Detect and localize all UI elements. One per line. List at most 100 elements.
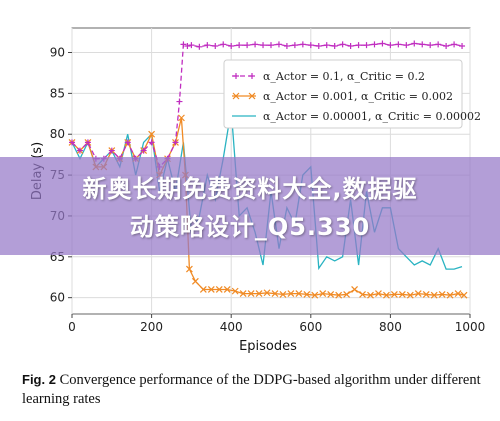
plus-marker	[76, 147, 83, 154]
x-tick-label: 400	[220, 320, 243, 334]
plus-marker	[275, 41, 282, 48]
plus-marker	[371, 41, 378, 48]
caption-label: Fig. 2	[22, 372, 56, 387]
x-marker	[382, 291, 390, 299]
plus-marker	[196, 43, 203, 50]
watermark-line-2: 动策略设计_Q5.330	[129, 213, 371, 241]
x-marker	[438, 290, 446, 298]
x-marker	[248, 92, 256, 100]
x-marker	[311, 291, 319, 299]
plus-marker	[459, 42, 466, 49]
x-marker	[335, 291, 343, 299]
plus-marker	[363, 42, 370, 49]
x-marker	[351, 286, 359, 293]
plus-marker	[411, 40, 418, 47]
plus-marker	[212, 42, 219, 49]
plus-marker	[427, 42, 434, 49]
plus-marker	[220, 41, 227, 48]
x-marker	[199, 286, 207, 293]
x-marker	[390, 290, 398, 298]
plus-marker	[435, 41, 442, 48]
x-tick-label: 200	[140, 320, 163, 334]
x-marker	[247, 290, 255, 297]
x-marker	[239, 290, 247, 297]
plus-marker	[140, 147, 147, 154]
plus-marker	[347, 42, 354, 49]
legend-item: α_Actor = 0.1, α_Critic = 0.2	[232, 70, 425, 83]
x-marker	[231, 287, 239, 295]
x-marker	[185, 265, 193, 273]
plus-marker	[403, 42, 410, 49]
plus-marker	[184, 42, 191, 49]
plus-marker	[387, 42, 394, 49]
watermark-text: 新奥长期免费资料大全,数据驱 动策略设计_Q5.330	[0, 170, 500, 246]
plus-marker	[315, 42, 322, 49]
plus-marker	[299, 41, 306, 48]
plus-marker	[108, 147, 115, 154]
plus-marker	[204, 42, 211, 49]
x-tick-label: 1000	[455, 320, 486, 334]
plus-marker	[443, 42, 450, 49]
plus-marker	[180, 41, 187, 48]
x-marker	[319, 290, 327, 297]
x-tick-label: 800	[379, 320, 402, 334]
x-marker	[215, 286, 223, 293]
legend-label: α_Actor = 0.00001, α_Critic = 0.00002	[263, 110, 481, 123]
legend-item: α_Actor = 0.001, α_Critic = 0.002	[232, 90, 453, 103]
plus-marker	[233, 73, 239, 79]
x-marker	[271, 290, 279, 297]
plus-marker	[124, 139, 131, 146]
legend-label: α_Actor = 0.1, α_Critic = 0.2	[263, 70, 425, 83]
x-marker	[414, 290, 422, 297]
y-tick-label: 85	[50, 86, 65, 100]
plus-marker	[176, 98, 183, 105]
plus-marker	[291, 42, 298, 49]
x-marker	[422, 290, 430, 298]
plus-marker	[323, 42, 330, 49]
x-marker	[263, 289, 271, 297]
x-marker	[207, 286, 215, 293]
x-marker	[223, 286, 231, 293]
watermark-banner	[0, 157, 500, 255]
x-marker	[359, 290, 366, 298]
plus-marker	[172, 139, 179, 146]
y-tick-label: 80	[50, 127, 65, 141]
plus-marker	[331, 42, 338, 49]
plus-marker	[419, 41, 426, 48]
x-marker	[148, 130, 156, 138]
x-marker	[398, 290, 406, 298]
x-marker	[375, 290, 382, 297]
series-line	[71, 42, 463, 169]
caption-text: Convergence performance of the DDPG-base…	[22, 372, 481, 407]
plus-marker	[395, 41, 402, 48]
x-marker	[303, 290, 311, 298]
plus-marker	[236, 42, 243, 49]
x-marker	[191, 277, 199, 285]
x-marker	[279, 290, 287, 298]
x-marker	[406, 291, 414, 299]
legend-label: α_Actor = 0.001, α_Critic = 0.002	[263, 90, 453, 103]
figure-caption: Fig. 2 Convergence performance of the DD…	[22, 370, 492, 409]
plus-marker	[451, 41, 458, 48]
legend-box	[223, 59, 463, 129]
x-marker	[430, 291, 438, 299]
plus-marker	[69, 139, 75, 146]
x-marker	[287, 290, 295, 297]
legend-item: α_Actor = 0.00001, α_Critic = 0.00002	[232, 110, 481, 123]
x-marker	[343, 290, 351, 298]
x-tick-label: 0	[68, 320, 76, 334]
plus-marker	[249, 73, 255, 79]
plus-marker	[252, 41, 259, 48]
x-marker	[295, 290, 303, 297]
x-tick-label: 600	[299, 320, 322, 334]
x-marker	[446, 291, 454, 299]
y-tick-label: 90	[50, 46, 65, 60]
x-marker	[367, 291, 374, 299]
plus-marker	[339, 41, 346, 48]
watermark-line-1: 新奥长期免费资料大全,数据驱	[82, 175, 418, 203]
plus-marker	[244, 42, 251, 49]
x-marker	[327, 290, 335, 298]
plus-marker	[283, 42, 290, 49]
plus-marker	[355, 42, 362, 49]
plus-marker	[188, 42, 195, 49]
